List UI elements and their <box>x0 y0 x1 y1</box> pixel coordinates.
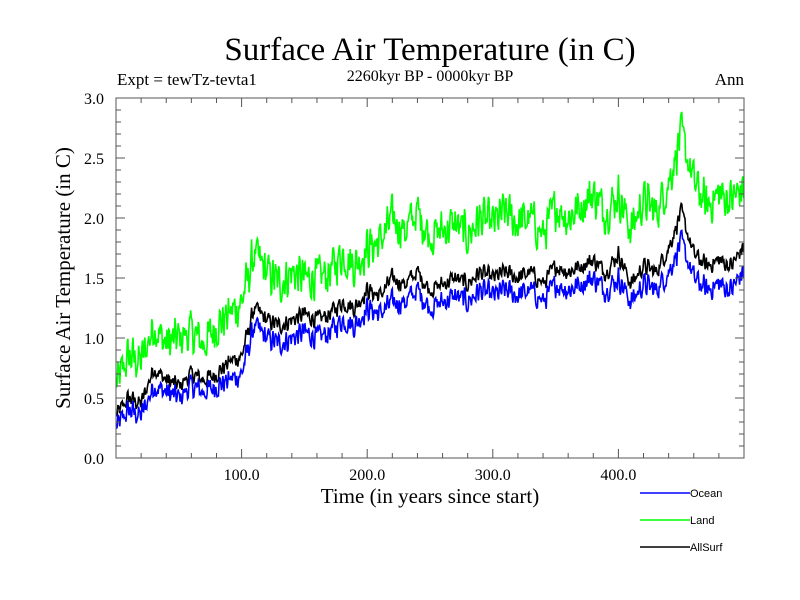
y-tick-label: 1.0 <box>84 331 104 348</box>
y-tick-label: 0.0 <box>84 451 104 468</box>
y-tick-label: 3.0 <box>84 91 104 108</box>
y-tick-label: 0.5 <box>84 391 104 408</box>
y-tick-label: 2.0 <box>84 211 104 228</box>
series-line-allsurf <box>116 201 744 417</box>
y-tick-label: 1.5 <box>84 271 104 288</box>
y-tick-label: 2.5 <box>84 151 104 168</box>
x-tick-label: 300.0 <box>475 467 511 484</box>
period-annotation: Ann <box>715 70 745 89</box>
x-tick-label: 200.0 <box>349 467 385 484</box>
x-tick-label: 100.0 <box>224 467 260 484</box>
chart-title: Surface Air Temperature (in C) <box>224 32 635 68</box>
experiment-annotation: Expt = tewTz-tevta1 <box>117 70 257 89</box>
y-axis: 0.0 0.5 1.0 1.5 2.0 2.5 3.0 <box>84 91 744 468</box>
legend-label-land: Land <box>690 515 714 527</box>
chart-subtitle: 2260kyr BP - 0000kyr BP <box>347 68 514 85</box>
series-line-ocean <box>116 229 744 429</box>
y-axis-label: Surface Air Temperature (in C) <box>51 147 75 409</box>
x-tick-label: 400.0 <box>600 467 636 484</box>
series-line-land <box>116 111 744 388</box>
plot-area <box>115 97 745 459</box>
legend-label-ocean: Ocean <box>690 488 722 500</box>
x-axis: 100.0 200.0 300.0 400.0 <box>140 98 720 484</box>
x-axis-label: Time (in years since start) <box>321 484 540 508</box>
series-layer <box>116 111 744 429</box>
plot-frame <box>115 97 745 459</box>
legend-label-allsurf: AllSurf <box>690 542 723 554</box>
legend: Ocean Land AllSurf <box>640 488 723 554</box>
